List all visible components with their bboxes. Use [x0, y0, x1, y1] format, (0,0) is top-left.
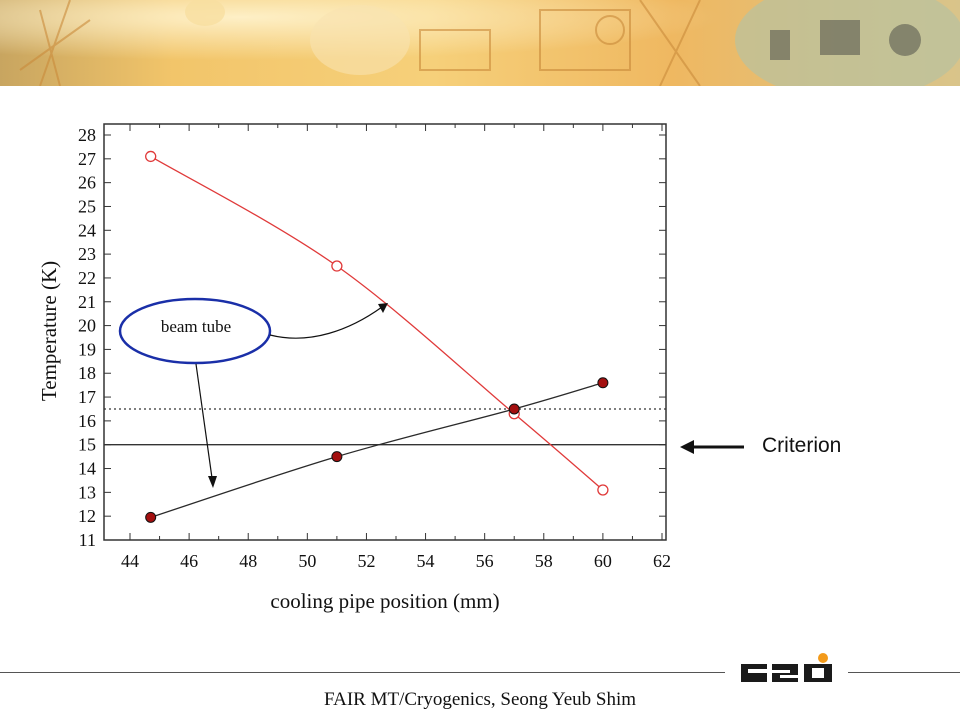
y-tick-label: 20	[78, 316, 96, 336]
data-point-open	[145, 150, 157, 163]
annotation-arrowhead-red	[378, 303, 388, 313]
x-tick-label: 60	[594, 551, 612, 571]
series-line-1	[150, 382, 604, 518]
y-tick-label: 11	[79, 530, 96, 550]
y-tick-label: 17	[78, 387, 96, 407]
x-tick-label: 44	[121, 551, 139, 571]
data-point-filled	[597, 377, 609, 389]
x-tick-label: 46	[180, 551, 198, 571]
beam-tube-annotation: beam tube	[118, 297, 388, 488]
y-tick-label: 15	[78, 435, 96, 455]
annotation-arrow-dark	[195, 363, 213, 479]
x-tick-label: 58	[535, 551, 553, 571]
gsi-logo-icon	[741, 653, 832, 682]
x-tick-label: 52	[357, 551, 375, 571]
data-point-filled	[331, 451, 343, 463]
reference-lines	[104, 408, 666, 446]
series-group	[145, 150, 609, 523]
footer-rule-right	[848, 672, 960, 673]
y-tick-label: 27	[78, 149, 96, 169]
y-tick-label: 28	[78, 125, 96, 145]
annotation-text: beam tube	[161, 317, 231, 336]
gsi-logo	[738, 652, 838, 686]
annotation-ellipse	[118, 297, 272, 365]
x-tick-label: 54	[417, 551, 435, 571]
y-tick-label: 19	[78, 339, 96, 359]
y-tick-label: 26	[78, 173, 96, 193]
criterion-arrowhead	[680, 440, 694, 454]
y-tick-label: 21	[78, 292, 96, 312]
annotation-arrow-red	[269, 306, 383, 339]
y-tick-label: 12	[78, 506, 96, 526]
banner-illustration	[0, 0, 960, 86]
x-tick-label: 56	[476, 551, 494, 571]
y-tick-label: 18	[78, 363, 96, 383]
footer-text: FAIR MT/Cryogenics, Seong Yeub Shim	[323, 689, 637, 710]
chart-area: 44 46 48 50 52 54 56 58 60 62 11 12 13 14 15 16 17 18 19 20…	[37, 123, 744, 613]
y-axis-label: Temperature (K)	[37, 261, 61, 401]
data-point-open	[331, 260, 343, 272]
x-tick-label: 48	[239, 551, 257, 571]
header-banner	[0, 0, 960, 86]
y-tick-label: 13	[78, 482, 96, 502]
y-tick-label: 22	[78, 268, 96, 288]
axis-ticks: 44 46 48 50 52 54 56 58 60 62 11 12 13 14 15 16 17 18 19 20…	[78, 124, 671, 571]
criterion-arrow	[680, 440, 744, 454]
x-axis-label: cooling pipe position (mm)	[270, 589, 499, 613]
series-line-0	[150, 155, 604, 491]
criterion-label: Criterion	[762, 434, 842, 457]
y-tick-label: 25	[78, 196, 96, 216]
y-tick-label: 16	[78, 411, 96, 431]
x-tick-label: 62	[653, 551, 671, 571]
y-tick-label: 23	[78, 244, 96, 264]
data-point-filled	[508, 403, 520, 415]
annotation-arrowhead-dark	[208, 476, 217, 488]
data-point-filled	[145, 511, 157, 523]
y-tick-label: 24	[78, 220, 96, 240]
footer-rule	[0, 672, 725, 673]
x-tick-label: 50	[298, 551, 316, 571]
y-tick-label: 14	[78, 459, 96, 479]
data-point-open	[597, 484, 609, 496]
